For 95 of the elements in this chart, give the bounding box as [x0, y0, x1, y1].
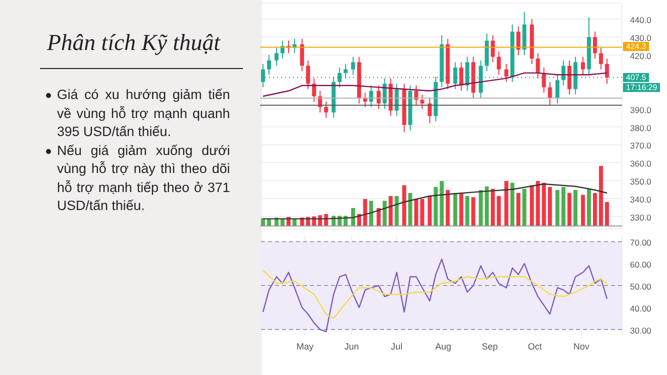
- bar: [573, 190, 578, 226]
- candlestick: [592, 31, 597, 60]
- bar: [580, 194, 585, 226]
- candlestick: [312, 78, 316, 102]
- bar: [402, 185, 406, 226]
- ref-line-label: 407.5: [623, 72, 650, 82]
- bar: [382, 200, 387, 226]
- y-tick-label: 340.0: [630, 194, 652, 205]
- bar: [369, 200, 374, 226]
- bar: [440, 181, 444, 226]
- bar: [567, 193, 572, 226]
- annotation: 17:16:29: [623, 82, 660, 92]
- bar: [459, 193, 464, 226]
- y-tick-label: 30.00: [630, 326, 652, 336]
- candlestick: [267, 54, 272, 76]
- bar: [471, 197, 476, 226]
- bar: [592, 193, 597, 226]
- line-series: [262, 270, 608, 320]
- bar: [434, 187, 438, 226]
- y-tick-label: 430.0: [630, 33, 652, 44]
- text: Phân tích Kỹ thuật: [47, 30, 220, 56]
- text: Nếu giá giảm xuống dưới vùng hỗ trợ này thì theo dõi hỗ trợ mạnh tiếp theo ở 371 USD/tấn thiếu.: [56, 142, 230, 215]
- candlestick: [394, 83, 399, 116]
- bar: [522, 188, 526, 226]
- candlestick: [351, 56, 356, 76]
- candlestick: [604, 58, 609, 84]
- candlestick: [300, 38, 304, 72]
- bar: [516, 193, 520, 226]
- candlestick: [536, 52, 540, 79]
- bar: [536, 181, 540, 226]
- candlestick: [504, 63, 508, 82]
- y-tick-label: 360.0: [630, 158, 652, 169]
- bar: [351, 208, 356, 226]
- line-series: [262, 258, 608, 332]
- x-tick-label: Oct: [528, 341, 542, 352]
- candlestick: [414, 85, 418, 106]
- x-tick-label: Jul: [390, 341, 402, 352]
- y-tick-label: 70.00: [630, 238, 652, 248]
- bar: [548, 187, 552, 226]
- y-tick-label: 380.0: [630, 122, 652, 133]
- candlestick: [459, 62, 464, 92]
- y-tick-label: 40.00: [630, 304, 652, 314]
- bar: [414, 199, 418, 226]
- bar: [586, 188, 591, 226]
- candlestick: [580, 56, 585, 76]
- candlestick: [274, 47, 279, 66]
- text: Giá có xu hướng giảm tiến về vùng hỗ trợ mạnh quanh 395 USD/tấn thiếu.: [56, 86, 230, 141]
- candlestick: [324, 101, 328, 118]
- bar: [490, 188, 495, 226]
- bar: [420, 199, 424, 226]
- bar: [478, 190, 483, 226]
- bar: [465, 196, 470, 226]
- x-tick-label: Aug: [435, 341, 452, 352]
- candlestick: [542, 67, 546, 94]
- y-tick-label: 420.0: [630, 51, 652, 62]
- bar: [446, 190, 450, 226]
- bar: [561, 187, 566, 226]
- candlestick: [428, 98, 432, 124]
- x-tick-label: Sep: [482, 341, 498, 352]
- bar: [428, 196, 432, 226]
- candlestick: [376, 85, 381, 110]
- candlestick: [567, 60, 572, 95]
- x-tick-label: May: [296, 341, 314, 352]
- y-tick-label: 330.0: [630, 212, 652, 222]
- bar: [496, 196, 501, 226]
- candlestick: [548, 81, 552, 106]
- y-tick-label: 370.0: [630, 140, 652, 151]
- x-tick-label: Jun: [344, 341, 359, 352]
- bar: [453, 193, 458, 226]
- bar: [394, 196, 399, 226]
- bar: [376, 208, 381, 226]
- bar: [598, 166, 603, 226]
- y-tick-label: 350.0: [630, 176, 652, 187]
- bar: [388, 196, 393, 226]
- y-tick-label: 50.00: [630, 282, 652, 292]
- candlestick: [598, 47, 603, 70]
- candlestick: [420, 94, 424, 110]
- y-tick-label: 60.00: [630, 260, 652, 270]
- bar: [510, 182, 514, 226]
- bar: [484, 186, 489, 226]
- ref-line-label: 424.3: [623, 42, 650, 52]
- bar: [604, 202, 609, 226]
- y-tick-label: 390.0: [630, 104, 652, 115]
- bar: [542, 182, 546, 226]
- candlestick: [490, 34, 495, 63]
- candlestick: [306, 60, 310, 90]
- x-tick-label: Nov: [573, 341, 590, 352]
- candlestick: [516, 26, 520, 56]
- candlestick: [496, 50, 501, 76]
- bar: [555, 190, 560, 226]
- bar: [504, 181, 508, 226]
- y-tick-label: 440.0: [630, 15, 652, 26]
- bar: [408, 193, 412, 226]
- bar: [530, 185, 534, 226]
- bar: [363, 199, 368, 226]
